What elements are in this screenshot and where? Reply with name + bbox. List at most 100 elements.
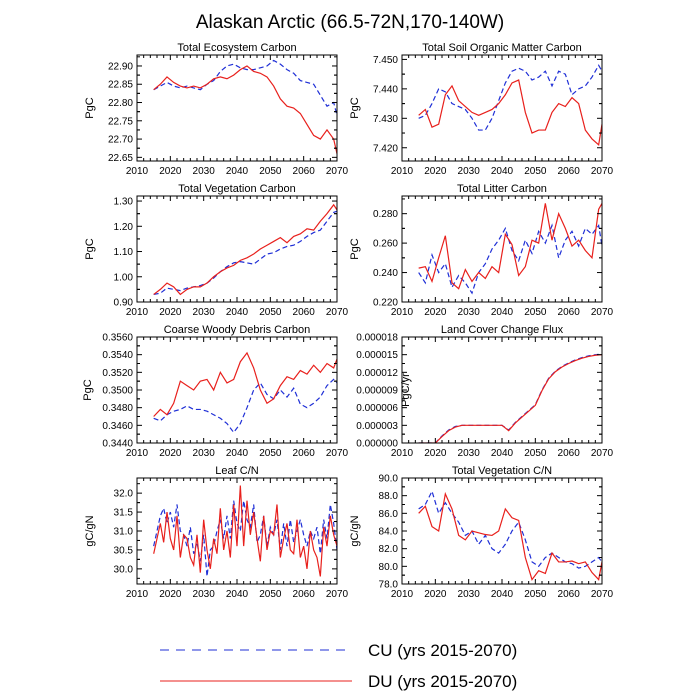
x-tick-label: 2020 bbox=[159, 307, 182, 318]
series-line-du bbox=[418, 79, 602, 146]
y-tick-label: 0.3460 bbox=[102, 421, 133, 432]
y-tick-label: 0.260 bbox=[373, 239, 398, 250]
series-line-du bbox=[153, 203, 337, 296]
panels: Total Ecosystem Carbon 2010 2020 2030 2040 20… bbox=[82, 42, 614, 600]
panel-title: Coarse Woody Debris Carbon bbox=[164, 324, 311, 336]
x-tick-label: 2070 bbox=[591, 448, 614, 459]
y-tick-label: 0.000018 bbox=[356, 333, 398, 344]
y-axis-label: PgC bbox=[84, 238, 96, 259]
x-tick-label: 2040 bbox=[226, 448, 249, 459]
series-line-cu bbox=[418, 353, 602, 443]
series-line-du bbox=[418, 354, 602, 443]
x-tick-label: 2020 bbox=[424, 589, 447, 600]
x-tick-label: 2040 bbox=[491, 589, 514, 600]
y-tick-label: 0.3520 bbox=[102, 368, 133, 379]
y-tick-label: 7.450 bbox=[373, 55, 398, 66]
x-tick-label: 2050 bbox=[524, 307, 547, 318]
y-tick-label: 0.3480 bbox=[102, 403, 133, 414]
y-tick-label: 0.3540 bbox=[102, 350, 133, 361]
y-tick-label: 82.0 bbox=[379, 544, 399, 555]
x-tick-label: 2070 bbox=[326, 166, 349, 177]
y-tick-label: 0.000000 bbox=[356, 439, 398, 450]
y-tick-label: 0.3500 bbox=[102, 386, 133, 397]
x-tick-label: 2030 bbox=[458, 589, 481, 600]
y-axis-label: PgC/yr bbox=[400, 373, 412, 407]
x-tick-label: 2030 bbox=[458, 448, 481, 459]
series-line-cu bbox=[153, 59, 337, 116]
y-tick-label: 0.240 bbox=[373, 268, 398, 279]
plot-frame bbox=[401, 477, 603, 585]
y-tick-label: 0.000009 bbox=[356, 386, 398, 397]
y-tick-label: 7.420 bbox=[373, 143, 398, 154]
panel-total-ecosystem-carbon: Total Ecosystem Carbon 2010 2020 2030 2040 20… bbox=[84, 42, 349, 177]
y-axis-label: gC/gN bbox=[84, 515, 96, 546]
y-tick-label: 22.90 bbox=[108, 61, 133, 72]
y-tick-label: 1.30 bbox=[114, 197, 134, 208]
x-tick-label: 2070 bbox=[591, 307, 614, 318]
y-tick-label: 0.000015 bbox=[356, 350, 398, 361]
x-tick-label: 2040 bbox=[226, 589, 249, 600]
y-tick-label: 7.430 bbox=[373, 114, 398, 125]
x-tick-label: 2050 bbox=[524, 589, 547, 600]
y-tick-label: 0.220 bbox=[373, 298, 398, 309]
x-tick-label: 2020 bbox=[424, 448, 447, 459]
x-tick-label: 2020 bbox=[159, 166, 182, 177]
panel-title: Total Ecosystem Carbon bbox=[177, 42, 296, 54]
y-axis-label: PgC bbox=[84, 97, 96, 118]
x-tick-label: 2030 bbox=[458, 166, 481, 177]
y-tick-label: 22.75 bbox=[108, 116, 133, 127]
x-tick-label: 2050 bbox=[259, 307, 282, 318]
series-line-cu bbox=[153, 210, 337, 296]
series-line-du bbox=[153, 65, 337, 154]
series-line-cu bbox=[418, 489, 602, 569]
x-tick-label: 2060 bbox=[293, 448, 316, 459]
panel-total-vegetation-c-n: Total Vegetation C/N 2010 2020 2030 2040 2050… bbox=[349, 465, 614, 600]
panel-total-litter-carbon: Total Litter Carbon 2010 2020 2030 2040 2050 2… bbox=[349, 183, 614, 318]
panel-title: Total Vegetation Carbon bbox=[178, 183, 295, 195]
series-line-cu bbox=[418, 223, 602, 295]
y-tick-label: 22.80 bbox=[108, 98, 133, 109]
x-tick-label: 2040 bbox=[491, 448, 514, 459]
x-tick-label: 2050 bbox=[259, 166, 282, 177]
x-tick-label: 2060 bbox=[293, 307, 316, 318]
plot-frame bbox=[136, 195, 338, 303]
y-axis-label: PgC bbox=[82, 379, 94, 400]
x-tick-label: 2030 bbox=[193, 448, 216, 459]
x-tick-label: 2050 bbox=[524, 166, 547, 177]
panel-land-cover-change-flux: Land Cover Change Flux 2010 2020 2030 2040 20… bbox=[356, 324, 613, 459]
plot-frame bbox=[401, 54, 603, 162]
y-tick-label: 1.20 bbox=[114, 222, 134, 233]
series-line-du bbox=[418, 203, 602, 290]
series-line-du bbox=[153, 485, 337, 577]
panel-coarse-woody-debris-carbon: Coarse Woody Debris Carbon 2010 2020 2030 20… bbox=[82, 324, 349, 459]
y-tick-label: 30.0 bbox=[114, 564, 134, 575]
x-tick-label: 2040 bbox=[226, 166, 249, 177]
y-tick-label: 0.000003 bbox=[356, 421, 398, 432]
panel-title: Total Soil Organic Matter Carbon bbox=[422, 42, 582, 54]
x-tick-label: 2020 bbox=[424, 166, 447, 177]
x-tick-label: 2030 bbox=[458, 307, 481, 318]
figure-title: Alaskan Arctic (66.5-72N,170-140W) bbox=[196, 12, 504, 33]
x-tick-label: 2040 bbox=[491, 166, 514, 177]
x-tick-label: 2070 bbox=[326, 589, 349, 600]
panel-leaf-c-n: Leaf C/N 2010 2020 2030 2040 2050 2060 2070 30.0… bbox=[84, 465, 349, 600]
plot-frame bbox=[136, 54, 338, 162]
x-tick-label: 2060 bbox=[558, 166, 581, 177]
panel-title: Total Litter Carbon bbox=[457, 183, 547, 195]
y-tick-label: 78.0 bbox=[379, 580, 399, 591]
series-line-du bbox=[153, 351, 337, 417]
x-tick-label: 2030 bbox=[193, 589, 216, 600]
panel-title: Leaf C/N bbox=[215, 465, 258, 477]
x-tick-label: 2020 bbox=[424, 307, 447, 318]
y-tick-label: 88.0 bbox=[379, 491, 399, 502]
x-tick-label: 2010 bbox=[126, 166, 149, 177]
x-tick-label: 2060 bbox=[293, 166, 316, 177]
y-tick-label: 0.90 bbox=[114, 298, 134, 309]
y-tick-label: 84.0 bbox=[379, 527, 399, 538]
series-line-du bbox=[418, 491, 602, 581]
y-tick-label: 0.3560 bbox=[102, 333, 133, 344]
legend: CU (yrs 2015-2070) DU (yrs 2015-2070) bbox=[160, 641, 517, 691]
x-tick-label: 2060 bbox=[558, 307, 581, 318]
x-tick-label: 2070 bbox=[326, 307, 349, 318]
